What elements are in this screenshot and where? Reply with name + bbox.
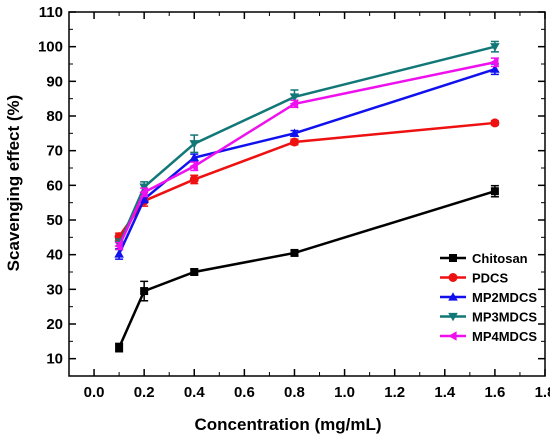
x-tick-label: 1.2 (384, 384, 405, 401)
x-axis-title: Concentration (mg/mL) (195, 415, 382, 434)
series-pdcs (114, 118, 500, 242)
y-tick-label: 60 (46, 177, 63, 194)
data-point-pdcs (189, 174, 199, 184)
data-point-mp4mdcs (114, 241, 123, 251)
series-line-pdcs (118, 121, 496, 238)
series-mp4mdcs (114, 57, 499, 251)
legend-label-mp4mdcs: MP4MDCS (472, 329, 537, 344)
x-tick-label: 0.6 (234, 384, 255, 401)
y-axis-title: Scavenging effect (%) (4, 95, 23, 272)
legend-label-mp2mdcs: MP2MDCS (472, 290, 537, 305)
y-tick-label: 110 (39, 4, 63, 21)
x-tick-label: 1.6 (484, 384, 505, 401)
x-tick-label: 0.2 (134, 384, 155, 401)
y-tick-label: 50 (46, 212, 63, 229)
legend-marker-pdcs (448, 273, 458, 282)
data-point-mp2mdcs (289, 128, 300, 137)
legend-label-mp3mdcs: MP3MDCS (472, 310, 537, 325)
y-tick-label: 90 (46, 73, 63, 90)
data-point-mp4mdcs (490, 57, 499, 68)
legend-label-chitosan: Chitosan (472, 251, 528, 266)
x-tick-label: 1.0 (334, 384, 355, 401)
legend-marker-mp4mdcs (448, 331, 457, 341)
legend: Chitosan PDCS MP2MDCS MP3MDCS MP4MDCS (440, 251, 537, 344)
y-tick-label: 20 (46, 316, 63, 333)
x-tick-label: 1.8 (535, 384, 550, 401)
legend-item-chitosan: Chitosan (440, 251, 528, 266)
series-layer (114, 40, 500, 353)
data-point-mp3mdcs (490, 43, 500, 52)
data-point-chitosan (290, 248, 299, 257)
series-line-mp3mdcs (117, 45, 496, 245)
data-point-mp4mdcs (189, 161, 198, 172)
y-tick-label: 30 (46, 281, 63, 298)
data-point-mp2mdcs (189, 152, 200, 162)
data-point-pdcs (289, 137, 299, 147)
data-point-mp3mdcs (189, 140, 200, 149)
data-point-chitosan (140, 287, 149, 296)
x-tick-label: 1.4 (434, 384, 456, 401)
legend-item-pdcs: PDCS (440, 271, 508, 286)
data-point-chitosan (115, 343, 124, 352)
data-point-chitosan (490, 187, 499, 196)
legend-marker-chitosan (449, 254, 457, 262)
data-point-mp2mdcs (490, 64, 500, 73)
data-point-mp4mdcs (139, 187, 148, 198)
legend-item-mp3mdcs: MP3MDCS (440, 310, 537, 325)
y-tick-label: 70 (46, 143, 63, 160)
x-tick-label: 0.8 (284, 384, 305, 401)
legend-item-mp2mdcs: MP2MDCS (440, 290, 537, 305)
legend-marker-mp3mdcs (448, 312, 458, 322)
x-tick-label: 0.0 (84, 384, 105, 401)
series-line-chitosan (117, 190, 496, 349)
data-point-mp3mdcs (289, 93, 300, 102)
data-point-mp2mdcs (139, 194, 149, 203)
data-point-chitosan (190, 268, 199, 276)
x-tick-label: 0.4 (184, 384, 206, 401)
legend-item-mp4mdcs: MP4MDCS (440, 329, 537, 344)
data-point-mp2mdcs (114, 249, 124, 258)
series-mp2mdcs (114, 63, 500, 260)
legend-marker-mp2mdcs (448, 292, 458, 301)
legend-label-pdcs: PDCS (472, 271, 508, 286)
axes: 0.0 0.2 0.4 0.6 0.8 1.0 1.2 1.4 1.6 1.8 10 20 30 40 50… (38, 4, 550, 401)
series-chitosan (115, 184, 499, 353)
y-tick-label: 100 (38, 39, 63, 56)
series-line-mp4mdcs (117, 61, 496, 247)
y-tick-label: 40 (46, 247, 63, 264)
plot-frame (68, 11, 546, 377)
y-tick-label: 10 (46, 351, 63, 368)
data-point-pdcs (490, 118, 500, 128)
y-tick-label: 80 (46, 108, 63, 125)
data-point-mp4mdcs (289, 99, 299, 109)
